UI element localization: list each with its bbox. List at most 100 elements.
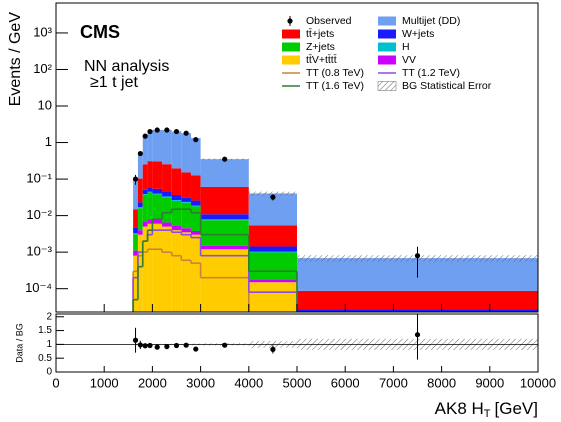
y-tick-label: 10⁻⁴ (25, 280, 52, 295)
stack-segment (190, 234, 201, 312)
stack-segment (171, 225, 182, 231)
ratio-point (132, 337, 139, 343)
stack-segment (162, 226, 172, 312)
stack-segment (142, 194, 148, 195)
ratio-point (137, 342, 143, 348)
stack-segment (248, 279, 297, 283)
x-tick-label: 6000 (331, 375, 360, 390)
legend-swatch (282, 55, 300, 65)
stack-segment (297, 290, 538, 310)
ratio-point (222, 342, 228, 348)
stack-segment (181, 232, 191, 312)
x-label-unit: [GeV] (495, 399, 538, 418)
stat-error-band (248, 191, 297, 196)
x-tick-label: 8000 (427, 375, 456, 390)
stack-segment (181, 197, 191, 202)
observed-point (137, 150, 143, 157)
stack-segment (162, 222, 172, 227)
stack-segment (171, 200, 182, 201)
ratio-y-tick-label: 1.5 (38, 325, 52, 336)
stack-segment (147, 187, 153, 192)
ratio-point (183, 342, 189, 348)
legend-label: VV (402, 54, 416, 66)
stack-segment (133, 179, 138, 210)
stack-segment (171, 200, 182, 226)
y-tick-label: 10⁻³ (26, 244, 52, 259)
ratio-point (142, 343, 148, 349)
observed-point (270, 194, 276, 200)
x-label-sub: T (484, 408, 491, 420)
stack-segment (171, 131, 182, 169)
observed-point (173, 128, 180, 135)
stack-segment (162, 196, 172, 198)
legend-label: H (402, 41, 410, 53)
stack-segment (147, 219, 153, 224)
observed-point (132, 176, 139, 182)
observed-point (222, 156, 228, 162)
legend-label: TT (1.6 TeV) (306, 80, 364, 92)
stack-segment (200, 245, 249, 250)
legend-swatch (378, 16, 396, 26)
stack-segment (181, 202, 191, 229)
stack-segment (147, 131, 153, 162)
stack-segment (248, 252, 297, 280)
stack-segment (190, 175, 201, 201)
observed-point (154, 127, 160, 133)
y-tick-label: 10⁻² (26, 207, 52, 222)
legend-swatch (377, 81, 397, 91)
stack-segment (171, 194, 182, 201)
stack-segment (162, 197, 172, 223)
stack-segment (133, 255, 138, 312)
legend-label: TT (0.8 TeV) (306, 67, 364, 79)
legend-swatch (378, 55, 396, 65)
stack-segment (171, 168, 182, 195)
stack-segment (181, 201, 191, 203)
legend-label: Multijet (DD) (402, 15, 460, 27)
legend-swatch (282, 29, 300, 39)
x-tick-label: 2000 (138, 375, 167, 390)
stack-segment (152, 194, 163, 220)
ratio-y-tick-label: 0.5 (38, 353, 52, 364)
x-axis-label: AK8 HT [GeV] (435, 399, 538, 419)
legend-label: tt̄V+tt̄tt̄ (306, 53, 337, 65)
stack-segment (297, 309, 538, 312)
stack-segment (133, 234, 138, 251)
observed-point (142, 133, 148, 139)
stack-segment (248, 282, 297, 312)
stack-segment (137, 230, 143, 235)
stack-segment (248, 246, 297, 252)
stack-segment (152, 130, 163, 162)
stack-segment (181, 228, 191, 233)
stack-segment (152, 188, 163, 194)
stack-segment (133, 227, 138, 234)
stack-segment (190, 206, 201, 231)
legend-label: Z+jets (306, 41, 335, 53)
ratio-y-tick-label: 1 (46, 339, 52, 350)
x-tick-label: 4000 (234, 375, 263, 390)
experiment-label: CMS (80, 22, 120, 42)
stack-segment (181, 133, 191, 173)
stack-segment (181, 172, 191, 198)
observed-point (193, 137, 199, 143)
stack-segment (162, 164, 172, 192)
x-tick-label: 1000 (90, 375, 119, 390)
stack-segment (147, 161, 153, 188)
y-tick-label: 10³ (33, 24, 52, 39)
legend-label: TT (1.2 TeV) (402, 67, 460, 79)
ratio-point (154, 344, 160, 350)
legend-swatch (378, 29, 396, 39)
x-tick-label: 7000 (379, 375, 408, 390)
y-tick-label: 10² (33, 61, 52, 76)
stack-segment (190, 200, 201, 206)
stack-segment (133, 233, 138, 235)
x-label-main: AK8 H (435, 399, 484, 418)
ratio-point (193, 346, 199, 352)
stack-segment (142, 136, 148, 165)
stack-segment (162, 191, 172, 197)
stack-segment (137, 178, 143, 203)
observed-point (147, 128, 153, 135)
observed-point (414, 253, 421, 259)
ratio-point (414, 332, 421, 338)
main-frame (55, 2, 539, 313)
stack-segment (190, 138, 201, 176)
